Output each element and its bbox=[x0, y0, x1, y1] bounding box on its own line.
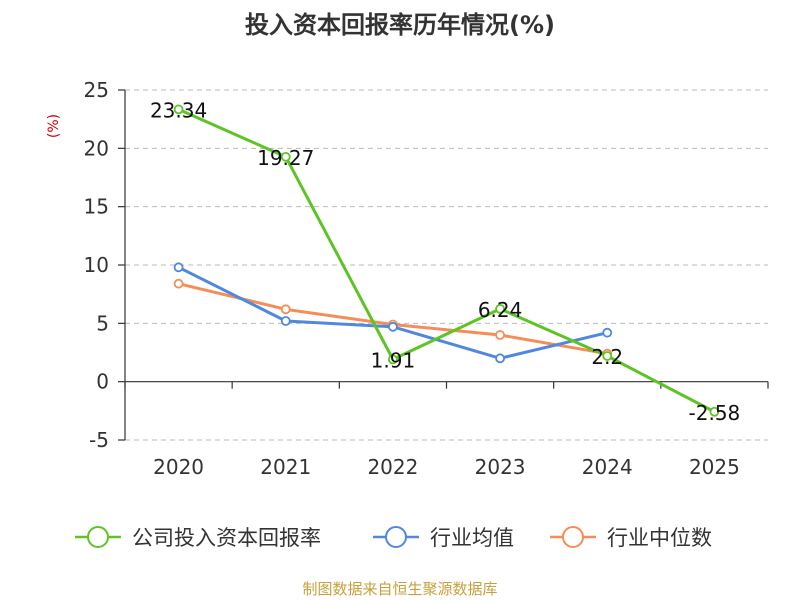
data-point bbox=[602, 351, 613, 361]
data-label: 6.24 bbox=[478, 298, 523, 322]
source-note: 制图数据来自恒生聚源数据库 bbox=[302, 580, 497, 598]
data-label: -2.58 bbox=[689, 401, 741, 425]
data-point bbox=[495, 353, 505, 364]
y-tick-label: 20 bbox=[84, 136, 109, 160]
data-labels: 23.34 19.27 1.91 6.24 2.2 -2.58 bbox=[150, 98, 740, 424]
data-point bbox=[495, 303, 505, 314]
y-axis-label: (%) bbox=[46, 114, 62, 138]
data-point bbox=[388, 354, 398, 365]
legend-marker-icon bbox=[87, 526, 109, 548]
x-tick-label: 2023 bbox=[475, 455, 526, 479]
data-point bbox=[173, 278, 184, 289]
legend: 公司投入资本回报率 行业均值 行业中位数 bbox=[75, 526, 712, 550]
data-point bbox=[280, 151, 291, 162]
x-tick-label: 2025 bbox=[689, 455, 740, 479]
data-point bbox=[173, 262, 184, 273]
data-label: 23.34 bbox=[150, 98, 207, 122]
series-2 bbox=[173, 262, 613, 364]
data-point bbox=[280, 316, 291, 326]
y-tick-label: 15 bbox=[84, 195, 109, 219]
legend-label: 行业中位数 bbox=[607, 526, 712, 550]
data-point bbox=[495, 330, 505, 340]
data-point bbox=[173, 104, 184, 115]
legend-label: 公司投入资本回报率 bbox=[132, 526, 321, 550]
y-tick-label: 0 bbox=[96, 370, 109, 394]
series-line bbox=[177, 107, 716, 414]
x-tick-label: 2021 bbox=[260, 455, 311, 479]
chart-title: 投入资本回报率历年情况(%) bbox=[245, 11, 555, 39]
legend-label: 行业均值 bbox=[430, 526, 514, 550]
x-tick-label: 2022 bbox=[367, 455, 418, 479]
x-tick-label: 2020 bbox=[153, 455, 204, 479]
legend-item[interactable]: 行业均值 bbox=[373, 526, 514, 550]
series-1 bbox=[173, 104, 720, 417]
legend-item[interactable]: 行业中位数 bbox=[550, 526, 712, 550]
data-label: 1.91 bbox=[371, 348, 416, 372]
grid-lines bbox=[125, 89, 768, 441]
y-tick-label: 25 bbox=[84, 78, 109, 102]
legend-marker-icon bbox=[385, 526, 407, 548]
series-line bbox=[177, 265, 608, 360]
legend-item[interactable]: 公司投入资本回报率 bbox=[75, 526, 321, 550]
x-tick-label: 2024 bbox=[582, 455, 633, 479]
series-lines bbox=[173, 104, 720, 417]
series-line bbox=[178, 282, 608, 356]
data-point bbox=[709, 406, 720, 417]
data-point bbox=[280, 304, 291, 315]
data-label: 19.27 bbox=[257, 146, 314, 170]
legend-marker-icon bbox=[562, 526, 584, 548]
y-tick-label: 5 bbox=[96, 311, 109, 335]
data-point bbox=[388, 321, 398, 332]
y-tick-label: -5 bbox=[89, 428, 109, 452]
data-point bbox=[602, 327, 613, 338]
y-tick-label: 10 bbox=[84, 253, 109, 277]
data-label: 2.2 bbox=[591, 345, 623, 369]
